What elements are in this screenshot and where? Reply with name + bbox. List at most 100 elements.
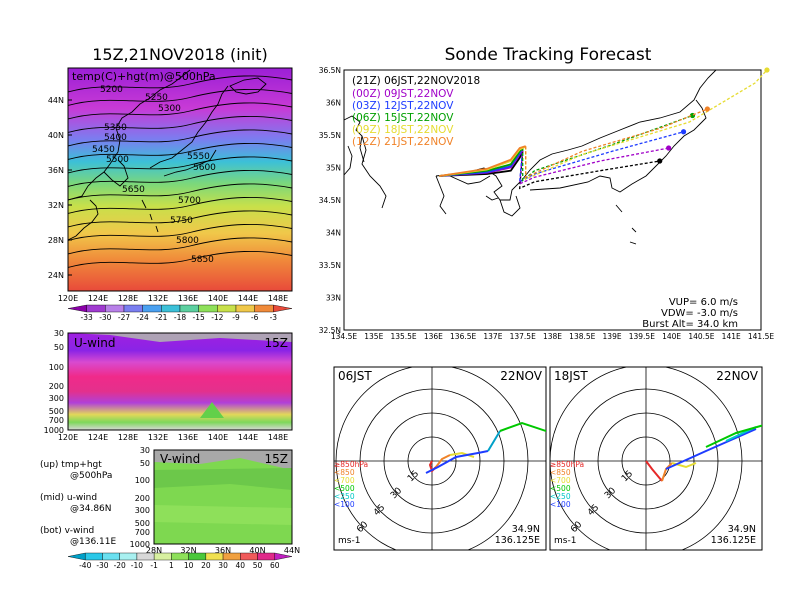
pressure-tick-label: 50: [54, 343, 64, 352]
colorbar-swatch: [136, 552, 155, 561]
colorbar-swatch: [67, 304, 87, 313]
lon-tick-label: 139.5E: [629, 332, 655, 341]
colorbar-label: -3: [270, 313, 278, 322]
colorbar-label: 40: [236, 561, 246, 570]
lon-tick-label: 132E: [148, 433, 168, 442]
colorbar-label: -15: [193, 313, 205, 322]
colorbar-swatch: [85, 552, 103, 561]
svg-text:Burst Alt= 34.0 km: Burst Alt= 34.0 km: [642, 319, 738, 330]
colorbar-swatch: [254, 304, 274, 313]
lat-tick-label: 32N: [48, 201, 64, 210]
lon-tick-label: 128E: [118, 433, 138, 442]
lon-tick-label: 144E: [238, 294, 258, 303]
svg-text:5700: 5700: [178, 196, 201, 206]
hodo-segment: [449, 451, 475, 458]
v-wind-label: V-wind: [160, 452, 200, 466]
hodo-ring: [359, 388, 505, 534]
svg-text:<100: <100: [334, 500, 355, 509]
lat-tick-label: 36N: [48, 166, 64, 175]
temp-colorbar: -33 -30 -27 -24 -21 -18 -15 -12 -9 -6 -3: [67, 304, 293, 322]
track-legend-0: (21Z) 06JST,22NOV2018: [352, 75, 480, 87]
hodo-segment: [705, 424, 762, 448]
wind-colorbar: -40 -30 -20 -10 -1 1 10 20 30 40 50 60: [67, 552, 293, 570]
colorbar-swatch: [86, 304, 106, 313]
pressure-tick-label: 30: [54, 329, 64, 338]
svg-text:<700: <700: [334, 476, 355, 485]
pressure-tick-label: 100: [135, 476, 150, 485]
contour-line-5500: [68, 156, 292, 174]
lon-tick-label: 138E: [543, 332, 562, 341]
colorbar-swatch: [123, 304, 143, 313]
lon-tick-label: 135E: [364, 332, 383, 341]
lat-tick-label: 32.5N: [319, 326, 341, 335]
lon-tick-label: 136E: [178, 433, 198, 442]
lat-tick-label: 33.5N: [319, 261, 341, 270]
svg-text:5350: 5350: [104, 123, 127, 133]
contour-line-5200: [68, 75, 292, 93]
pressure-tick-label: 50: [140, 459, 150, 468]
svg-text:<250: <250: [334, 492, 355, 501]
svg-text:@136.11E: @136.11E: [70, 537, 116, 547]
map500-label: temp(C)+hgt(m)@500hPa: [72, 70, 216, 83]
lon-tick-label: 140E: [208, 433, 228, 442]
lat-tick-label: 24N: [48, 271, 64, 280]
lon-tick-label: 120E: [58, 433, 78, 442]
svg-text:5750: 5750: [170, 216, 193, 226]
lon-tick-label: 128E: [118, 294, 138, 303]
pressure-tick-label: 1000: [44, 426, 64, 435]
hodo-ring: [573, 388, 719, 534]
height-contours: [68, 75, 292, 268]
track-legend-1: (00Z) 09JST,22NOV: [352, 88, 454, 100]
lat-tick-label: 28N: [146, 546, 162, 555]
contour-line-5350: [68, 115, 292, 133]
track-descent-1: [518, 147, 669, 185]
lat-tick-label: 32N: [180, 546, 196, 555]
colorbar-label: -1: [150, 561, 158, 570]
lat-tick-label: 40N: [48, 131, 64, 140]
track-axes: 36.5N 36N 35.5N 35N 34.5N 34N 33.5N 33N 32.5N134…: [319, 66, 775, 341]
colorbar-label: -12: [211, 313, 223, 322]
track-map: 36.5N 36N 35.5N 35N 34.5N 34N 33.5N 33N 32.5N134…: [319, 66, 775, 341]
hodo2-lat: 34.9N: [728, 524, 756, 535]
colorbar-label: -20: [114, 561, 126, 570]
lon-tick-label: 141.5E: [748, 332, 774, 341]
colorbar-label: -9: [232, 313, 240, 322]
lon-tick-label: 148E: [268, 433, 288, 442]
track-descent-5: [525, 108, 708, 179]
svg-text:5500: 5500: [106, 155, 129, 165]
lat-tick-label: 33N: [326, 294, 341, 303]
lon-tick-label: 137E: [483, 332, 502, 341]
colorbar-label: -10: [131, 561, 143, 570]
svg-text:<500: <500: [550, 484, 571, 493]
svg-text:@500hPa: @500hPa: [70, 471, 112, 481]
svg-text:VUP= 6.0 m/s: VUP= 6.0 m/s: [669, 297, 738, 308]
colorbar-label: 1: [169, 561, 174, 570]
colorbar-swatch: [179, 304, 199, 313]
panel-notes: (up) tmp+hgt @500hPa (mid) u-wind @34.86…: [40, 460, 116, 547]
lat-tick-label: 40N: [249, 546, 265, 555]
colorbar-label: 60: [270, 561, 280, 570]
svg-text:(bot) v-wind: (bot) v-wind: [40, 526, 94, 536]
lon-tick-label: 140E: [662, 332, 681, 341]
colorbar-label: 10: [184, 561, 194, 570]
svg-text:5450: 5450: [92, 145, 115, 155]
hodo-ring: [597, 412, 695, 510]
colorbar-swatch: [161, 304, 181, 313]
colorbar-swatch: [222, 552, 241, 561]
hodo-segment: [665, 428, 757, 470]
lon-tick-label: 134.5E: [331, 332, 357, 341]
hodo-ring: [335, 367, 529, 550]
track-legend-2: (03Z) 12JST,22NOV: [352, 100, 454, 112]
colorbar-label: -30: [96, 561, 108, 570]
contour-line-5800: [68, 237, 292, 255]
colorbar-label: -18: [174, 313, 186, 322]
colorbar-label: 20: [201, 561, 211, 570]
contour-line-5300: [68, 102, 292, 120]
colorbar-label: 30: [218, 561, 228, 570]
pressure-tick-label: 200: [135, 494, 150, 503]
hodo1-time: 06JST: [338, 369, 372, 383]
svg-text:5850: 5850: [191, 255, 214, 265]
lon-tick-label: 137.5E: [510, 332, 536, 341]
